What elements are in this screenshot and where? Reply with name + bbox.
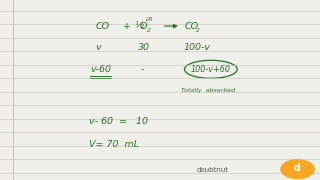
Text: v: v: [95, 43, 101, 52]
Text: doubtnut: doubtnut: [197, 167, 229, 173]
Text: O: O: [139, 22, 147, 31]
Text: d: d: [294, 163, 301, 173]
Text: 2: 2: [147, 28, 150, 33]
Text: Totally  absorbed: Totally absorbed: [181, 88, 235, 93]
Text: ½: ½: [134, 22, 144, 31]
Text: -: -: [141, 65, 144, 74]
Text: CO: CO: [185, 22, 199, 31]
Text: 100-v: 100-v: [183, 43, 210, 52]
Text: v- 60  =   10: v- 60 = 10: [89, 117, 148, 126]
Text: 30: 30: [138, 43, 150, 52]
Circle shape: [281, 160, 314, 179]
Text: +: +: [123, 22, 131, 31]
Text: LR: LR: [146, 17, 153, 22]
Text: CO: CO: [96, 22, 110, 31]
Text: 2: 2: [196, 28, 200, 33]
Text: V= 70  mL: V= 70 mL: [89, 140, 139, 149]
Text: v-60: v-60: [90, 65, 111, 74]
Text: 100-v+60: 100-v+60: [191, 65, 231, 74]
